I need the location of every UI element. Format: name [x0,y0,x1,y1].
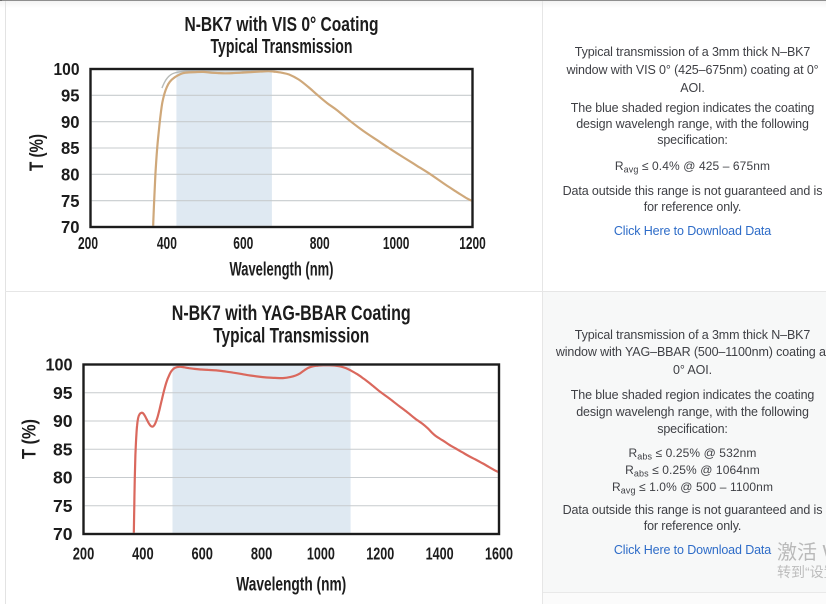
svg-text:100: 100 [46,355,73,375]
svg-text:Typical Transmission: Typical Transmission [213,325,369,348]
svg-text:1000: 1000 [307,544,335,564]
svg-text:T (%): T (%) [19,419,41,459]
svg-text:200: 200 [78,233,98,253]
svg-text:600: 600 [191,544,213,564]
svg-text:1200: 1200 [459,233,486,253]
svg-text:90: 90 [53,411,73,431]
svg-text:Wavelength (nm): Wavelength (nm) [236,574,346,596]
svg-text:85: 85 [53,439,73,459]
svg-text:Typical Transmission: Typical Transmission [211,35,353,58]
svg-text:N-BK7 with YAG-BBAR Coating: N-BK7 with YAG-BBAR Coating [172,302,411,325]
svg-text:1000: 1000 [383,233,410,253]
svg-text:T (%): T (%) [27,134,48,171]
svg-text:400: 400 [132,544,154,564]
svg-text:800: 800 [251,544,273,564]
svg-text:800: 800 [310,233,330,253]
svg-text:600: 600 [233,233,253,253]
svg-text:1400: 1400 [426,544,454,564]
svg-text:Wavelength (nm): Wavelength (nm) [230,260,334,281]
svg-text:95: 95 [61,86,80,106]
svg-text:75: 75 [61,191,80,211]
svg-text:70: 70 [53,524,73,544]
svg-text:70: 70 [61,217,80,237]
svg-text:400: 400 [157,233,177,253]
svg-text:80: 80 [61,165,80,185]
svg-text:1600: 1600 [485,544,513,564]
svg-text:1200: 1200 [366,544,394,564]
svg-text:80: 80 [53,468,73,488]
svg-text:90: 90 [61,112,80,132]
svg-text:75: 75 [53,496,73,516]
svg-text:200: 200 [73,544,95,564]
svg-text:N-BK7 with VIS 0° Coating: N-BK7 with VIS 0° Coating [185,13,379,36]
svg-text:85: 85 [61,138,80,158]
svg-text:100: 100 [54,59,80,79]
svg-text:95: 95 [53,383,73,403]
